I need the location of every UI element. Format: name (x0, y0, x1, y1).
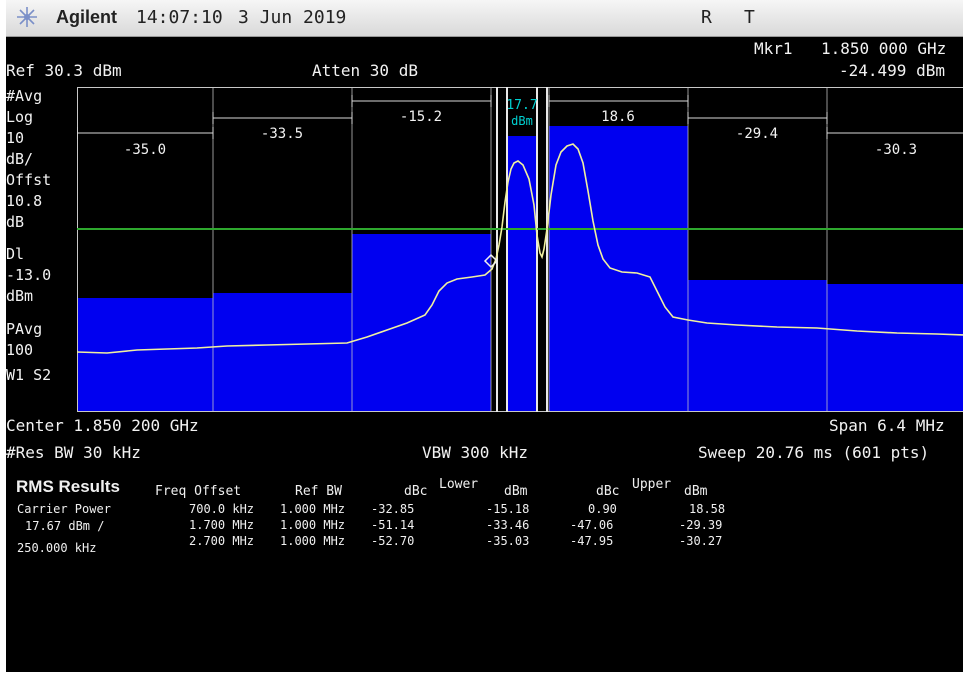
clock-time: 14:07:10 (136, 7, 223, 28)
row2-upper-dbc: -47.06 (570, 518, 614, 532)
marker-level: -24.499 dBm (839, 61, 945, 80)
title-bar: Agilent 14:07:10 3 Jun 2019 R T (6, 0, 963, 37)
row2-freq-offset: 1.700 MHz (189, 518, 255, 532)
spectrum-plot: -35.0 -33.5 -15.2 17.7 dBm 18.6 -29.4 -3… (77, 87, 963, 412)
annotation-offset-value: 10.8 (6, 192, 43, 210)
row1-lower-dbc: -32.85 (371, 502, 415, 516)
clock-date: 3 Jun 2019 (238, 7, 347, 28)
row1-upper-dbm: 18.58 (689, 502, 726, 516)
column-freq-offset: Freq Offset (155, 484, 242, 499)
column-upper-dbm: dBm (684, 484, 708, 499)
video-bandwidth: VBW 300 kHz (422, 443, 528, 462)
agilent-logo-icon (17, 7, 37, 27)
sweep-time: Sweep 20.76 ms (601 pts) (698, 443, 930, 462)
label-mid-right: -29.4 (736, 126, 778, 142)
marker-frequency: 1.850 000 GHz (821, 39, 947, 58)
carrier-power-label: Carrier Power (17, 502, 111, 516)
rms-results-title: RMS Results (16, 477, 120, 496)
channel-bar-inner-left (352, 234, 491, 412)
annotation-display-line-value: -13.0 (6, 266, 52, 284)
channel-bar-outer-left (77, 298, 213, 412)
brand-name: Agilent (56, 7, 117, 27)
row1-freq-offset: 700.0 kHz (189, 502, 255, 516)
label-carrier-unit: dBm (511, 114, 533, 128)
label-outer-right: -30.3 (875, 142, 917, 158)
row2-lower-dbm: -33.46 (486, 518, 530, 532)
plot-border (77, 87, 963, 412)
label-carrier-value: 17.7 (506, 98, 537, 113)
carrier-power-value: 17.67 dBm / (25, 519, 105, 533)
annotation-offset: Offst (6, 171, 52, 189)
column-lower-dbm: dBm (504, 484, 528, 499)
label-mid-left: -33.5 (261, 126, 303, 142)
row2-ref-bw: 1.000 MHz (280, 518, 346, 532)
label-outer-left: -35.0 (124, 142, 166, 158)
column-upper: Upper (632, 477, 672, 492)
column-lower: Lower (439, 477, 479, 492)
carrier-bandwidth: 250.000 kHz (17, 541, 97, 555)
annotation-avg: #Avg (6, 87, 43, 105)
row1-ref-bw: 1.000 MHz (280, 502, 346, 516)
channel-bar-mid-left (213, 293, 352, 412)
annotation-trace-mode: W1 S2 (6, 366, 52, 384)
channel-labels: -35.0 -33.5 -15.2 17.7 dBm 18.6 -29.4 -3… (124, 98, 917, 158)
column-lower-dbc: dBc (404, 484, 428, 499)
annotation-scale: 10 (6, 129, 25, 147)
row1-lower-dbm: -15.18 (486, 502, 530, 516)
attenuation: Atten 30 dB (312, 61, 418, 80)
annotation-log: Log (6, 108, 34, 126)
channel-bar-outer-right (827, 284, 963, 412)
carrier-boundaries (496, 87, 548, 412)
resolution-bandwidth: #Res BW 30 kHz (6, 443, 141, 462)
annotation-offset-unit: dB (6, 213, 25, 231)
channel-bar-inner-right (549, 126, 688, 412)
annotation-display-line: Dl (6, 245, 25, 263)
row1-upper-dbc: 0.90 (588, 502, 617, 516)
reference-level: Ref 30.3 dBm (6, 61, 122, 80)
spectrum-trace (77, 143, 963, 354)
carrier-bar (507, 136, 537, 412)
channel-bar-mid-right (688, 280, 827, 412)
annotation-display-line-unit: dBm (6, 287, 34, 305)
column-upper-dbc: dBc (596, 484, 620, 499)
label-inner-left: -15.2 (400, 109, 442, 125)
row3-upper-dbc: -47.95 (570, 534, 614, 548)
row2-upper-dbm: -29.39 (679, 518, 723, 532)
center-frequency: Center 1.850 200 GHz (6, 416, 199, 435)
row3-freq-offset: 2.700 MHz (189, 534, 255, 548)
annotation-power-avg: PAvg (6, 320, 43, 338)
column-ref-bw: Ref BW (295, 484, 342, 499)
row2-lower-dbc: -51.14 (371, 518, 415, 532)
graticule (212, 87, 828, 412)
status-r: R (701, 7, 712, 28)
analyzer-screen: Agilent 14:07:10 3 Jun 2019 R T Mkr1 1.8… (6, 0, 963, 672)
row3-lower-dbm: -35.03 (486, 534, 530, 548)
annotation-scale-unit: dB/ (6, 150, 34, 168)
marker-label: Mkr1 (754, 39, 793, 58)
label-inner-right: 18.6 (601, 109, 635, 125)
channel-width-markers (77, 95, 963, 139)
channel-power-bars (77, 126, 963, 412)
row3-ref-bw: 1.000 MHz (280, 534, 346, 548)
row3-upper-dbm: -30.27 (679, 534, 723, 548)
status-t: T (744, 7, 755, 28)
marker-diamond (483, 253, 499, 269)
annotation-avg-count: 100 (6, 341, 34, 359)
frequency-span: Span 6.4 MHz (829, 416, 945, 435)
row3-lower-dbc: -52.70 (371, 534, 415, 548)
